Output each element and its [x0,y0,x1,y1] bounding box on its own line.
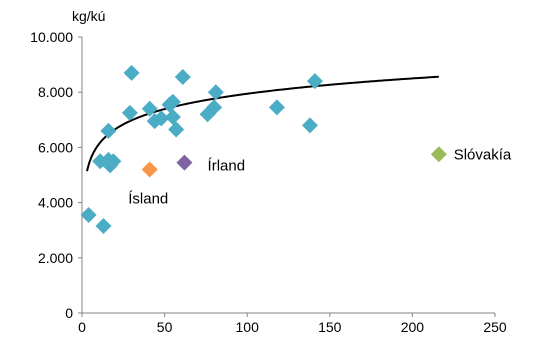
y-tick-label: 2.000 [38,250,73,266]
y-axis-title: kg/kú [72,8,105,24]
data-point-default [168,121,185,138]
x-tick-label: 0 [78,319,86,335]
y-tick-labels: 0 2.000 4.000 6.000 8.000 10.000 [30,29,73,321]
data-point-default [206,99,223,116]
axes [78,36,496,317]
y-tick-label: 0 [65,305,73,321]
x-tick-label: 200 [401,319,425,335]
data-point-default [164,109,181,126]
x-tick-label: 250 [483,319,507,335]
annotation-label: Slóvakía [454,146,512,163]
trendline [85,75,439,172]
annotations: Ísland Írland Slóvakía [128,146,512,207]
data-point-default [121,104,138,121]
data-point-default [95,218,112,235]
data-point-default [174,69,191,86]
data-point-default [306,73,323,90]
x-tick-labels: 0 50 100 150 200 250 [78,319,507,335]
data-point-default [268,99,285,116]
data-point-iceland [141,161,158,178]
y-tick-label: 6.000 [38,139,73,155]
y-tick-label: 4.000 [38,195,73,211]
data-point-default [123,64,140,81]
x-tick-label: 150 [318,319,342,335]
data-point-default [164,93,181,110]
data-point-default [301,117,318,134]
data-point-default [153,110,170,127]
data-point-default [100,122,117,139]
data-point-default [141,100,158,117]
y-tick-label: 10.000 [30,29,73,45]
data-point-default [80,207,97,224]
y-tick-label: 8.000 [38,84,73,100]
data-points [80,64,447,235]
data-point-ireland [176,154,193,171]
data-point-default [207,84,224,101]
data-point-slovakia [430,146,447,163]
annotation-label: Ísland [128,190,168,207]
x-tick-label: 100 [236,319,260,335]
x-tick-label: 50 [157,319,173,335]
data-point-default [105,153,122,170]
annotation-label: Írland [208,157,246,174]
